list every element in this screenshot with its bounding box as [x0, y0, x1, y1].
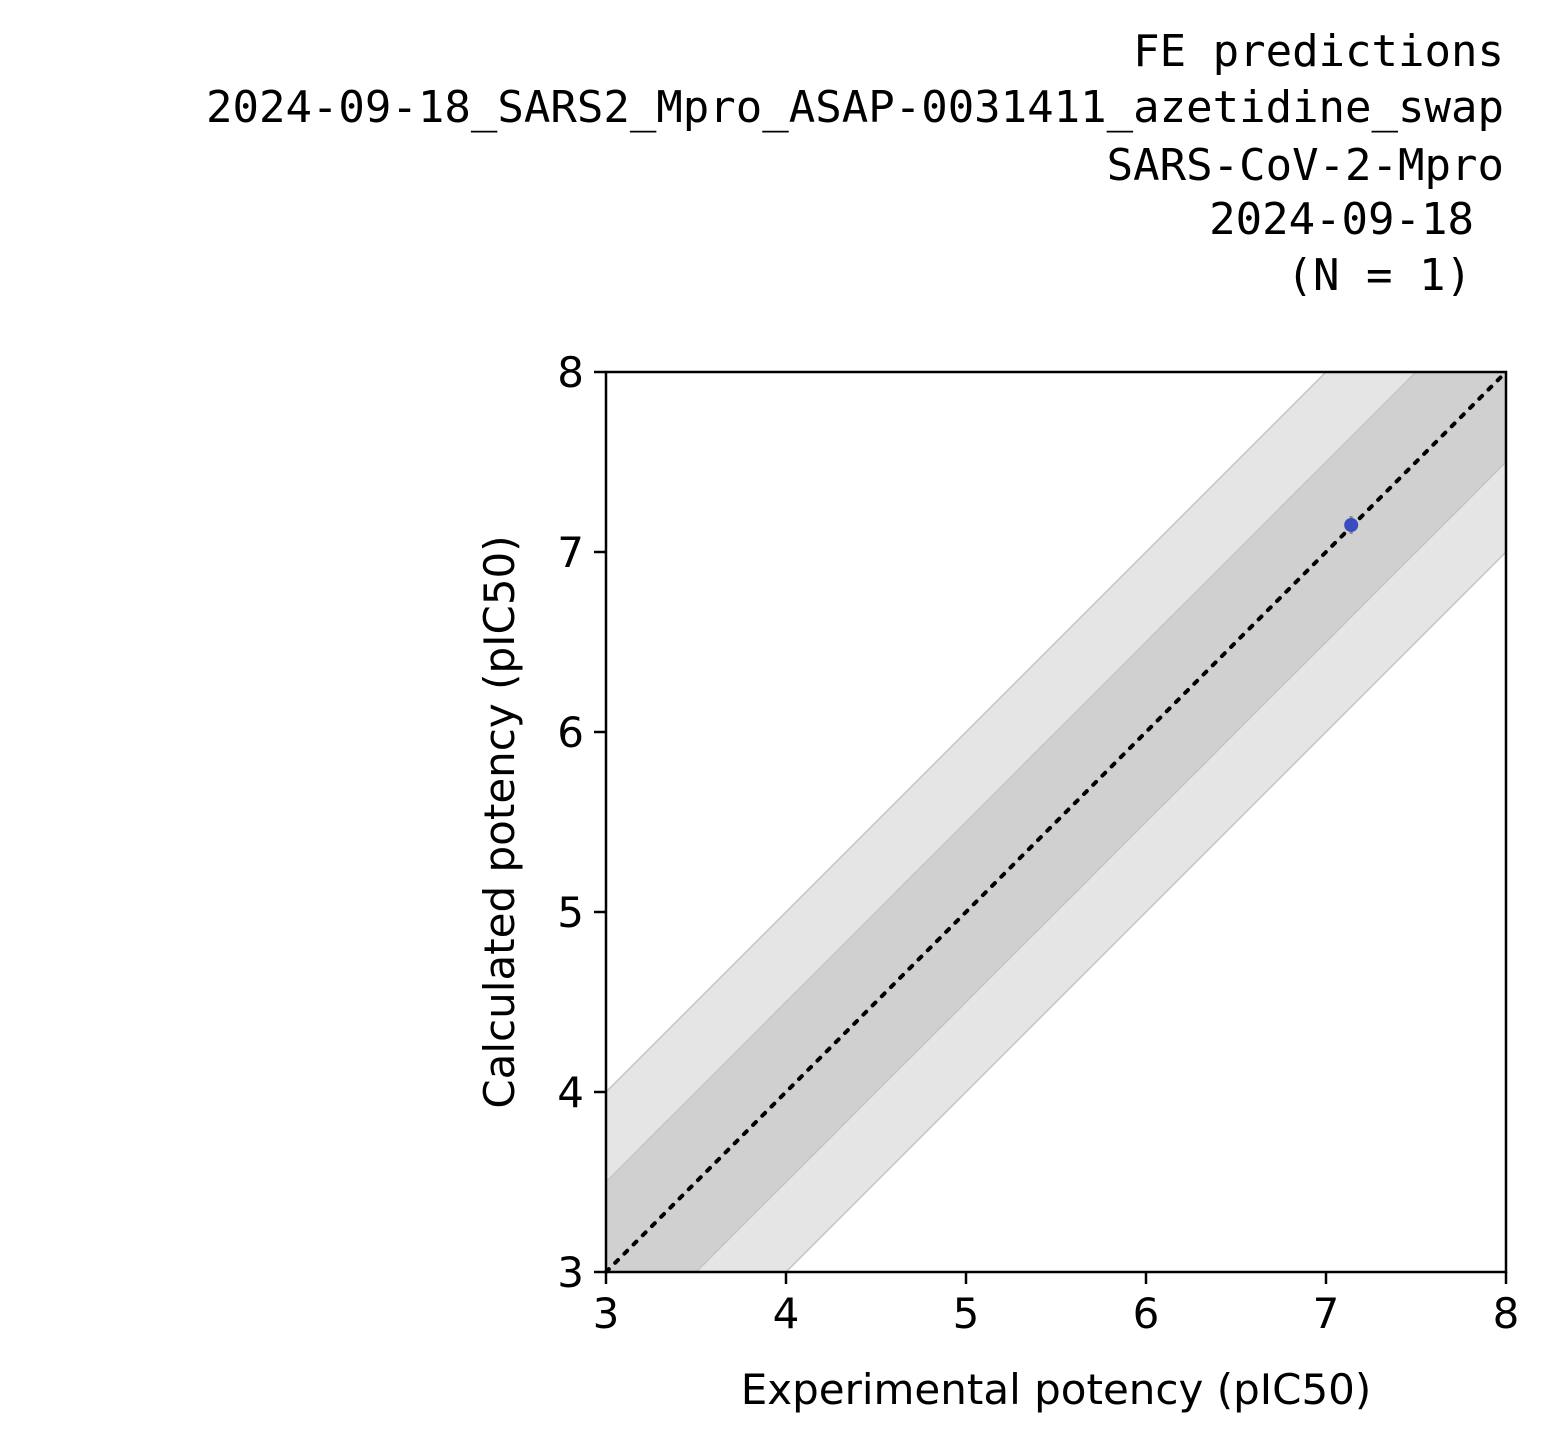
- y-tick-label: 8: [557, 348, 584, 397]
- y-tick-label: 4: [557, 1068, 584, 1117]
- x-axis-ticks: 3 4 5 6 7 8: [593, 1272, 1520, 1338]
- confidence-bands: [606, 372, 1506, 1272]
- y-tick-label: 3: [557, 1248, 584, 1297]
- data-points: [1344, 516, 1359, 534]
- title-line-4: 2024-09-18: [1209, 194, 1474, 245]
- title-line-2: 2024-09-18_SARS2_Mpro_ASAP-0031411_azeti…: [206, 82, 1504, 133]
- chart-title: FE predictions 2024-09-18_SARS2_Mpro_ASA…: [206, 26, 1504, 301]
- y-axis-ticks: 3 4 5 6 7 8: [557, 348, 606, 1297]
- x-tick-label: 8: [1493, 1289, 1520, 1338]
- title-line-3: SARS-CoV-2-Mpro: [1107, 140, 1504, 191]
- y-axis-label: Calculated potency (pIC50): [475, 535, 524, 1108]
- y-tick-label: 7: [557, 528, 584, 577]
- y-tick-label: 5: [557, 888, 584, 937]
- x-tick-label: 7: [1313, 1289, 1340, 1338]
- identity-line: [604, 370, 1508, 1274]
- title-line-5: (N = 1): [1287, 250, 1472, 301]
- data-point-1: [1344, 518, 1359, 532]
- title-line-1: FE predictions: [1133, 26, 1504, 77]
- x-tick-label: 4: [773, 1289, 800, 1338]
- y-tick-label: 6: [557, 708, 584, 757]
- x-tick-label: 6: [1133, 1289, 1160, 1338]
- x-tick-label: 3: [593, 1289, 620, 1338]
- x-axis-label: Experimental potency (pIC50): [741, 1365, 1372, 1414]
- plot-frame: [604, 370, 1508, 1274]
- x-tick-label: 5: [953, 1289, 980, 1338]
